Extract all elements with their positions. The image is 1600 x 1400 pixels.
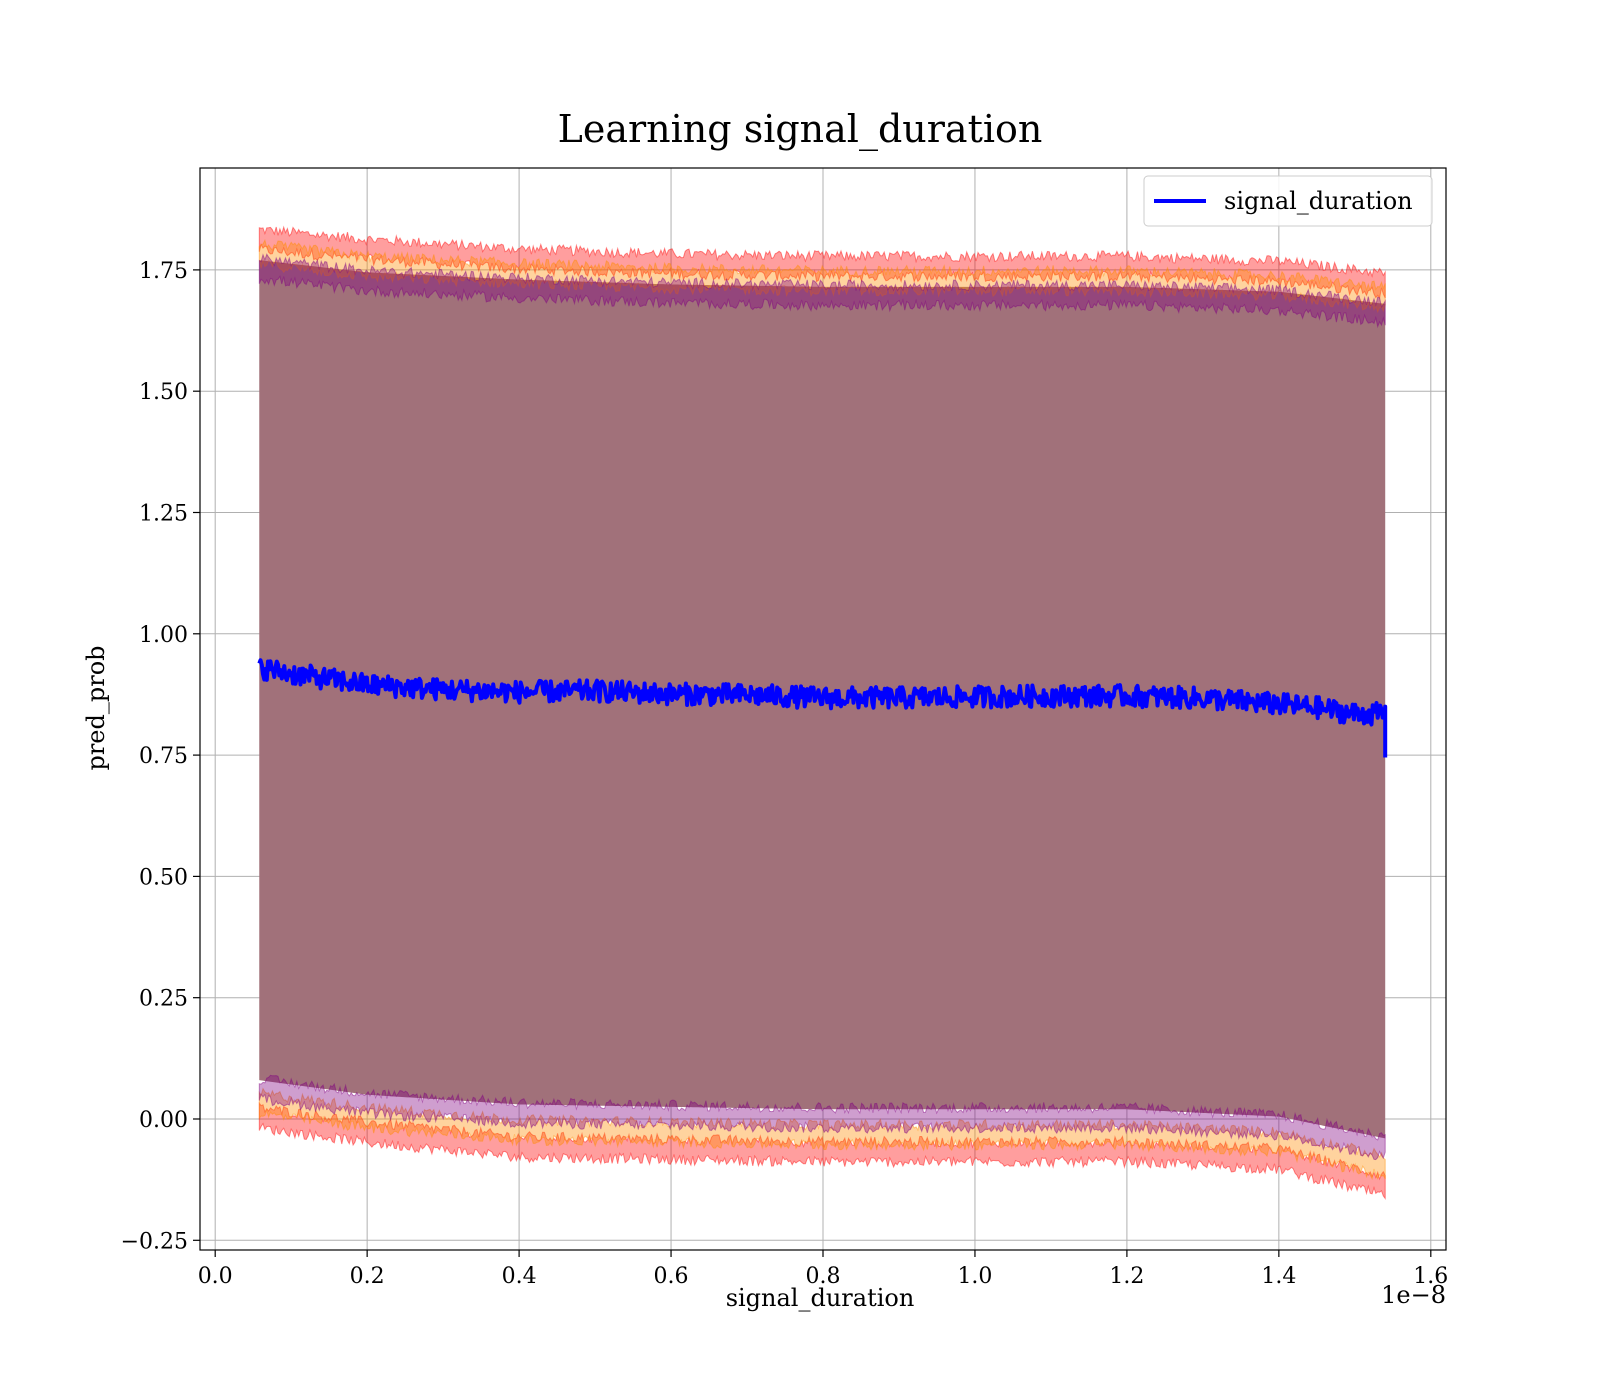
y-tick-label-3: 0.50 [139,865,188,890]
series-line-0 [257,658,1388,758]
x-tick-label-4: 0.8 [806,1264,841,1289]
x-tick-label-3: 0.6 [654,1264,689,1289]
band-lower-edge-2 [258,1074,1386,1161]
y-tick-label-1: 0.00 [139,1108,188,1133]
band-lower-edge-0 [258,1101,1386,1201]
chart-title: Learning signal_duration [558,107,1043,152]
legend-label-signal-duration: signal_duration [1224,187,1413,215]
y-axis-label: pred_prob [82,645,110,770]
y-tick-label-8: 1.75 [139,259,188,284]
band-upper-edge-2 [258,253,1386,329]
x-tick-label-5: 1.0 [957,1264,992,1289]
y-tick-label-0: −0.25 [121,1229,188,1254]
x-axis-offset-text: 1e−8 [1381,1281,1446,1309]
x-tick-label-8: 1.6 [1413,1264,1448,1289]
band-upper-edge-0 [258,225,1386,300]
plot-area: 0.0 0.2 0.4 0.6 0.8 1.0 1.2 1.4 1.6 −0.25 0.00 0.25… [121,167,1448,1289]
x-tick-label-6: 1.2 [1109,1264,1144,1289]
legend-frame [1143,175,1433,227]
y-tick-label-6: 1.25 [139,501,188,526]
x-tick-label-0: 0.0 [198,1264,233,1289]
y-tick-label-4: 0.75 [139,744,188,769]
x-tick-label-1: 0.2 [350,1264,385,1289]
x-tick-label-2: 0.4 [502,1264,537,1289]
band-lower-edge-1 [258,1087,1386,1181]
y-tick-label-7: 1.50 [139,380,188,405]
legend[interactable]: signal_duration [1143,175,1433,227]
band-upper-edge-1 [258,238,1386,314]
x-tick-label-7: 1.4 [1261,1264,1296,1289]
y-tick-label-5: 1.00 [139,623,188,648]
x-axis-label: signal_duration [726,1284,915,1312]
y-tick-label-2: 0.25 [139,987,188,1012]
